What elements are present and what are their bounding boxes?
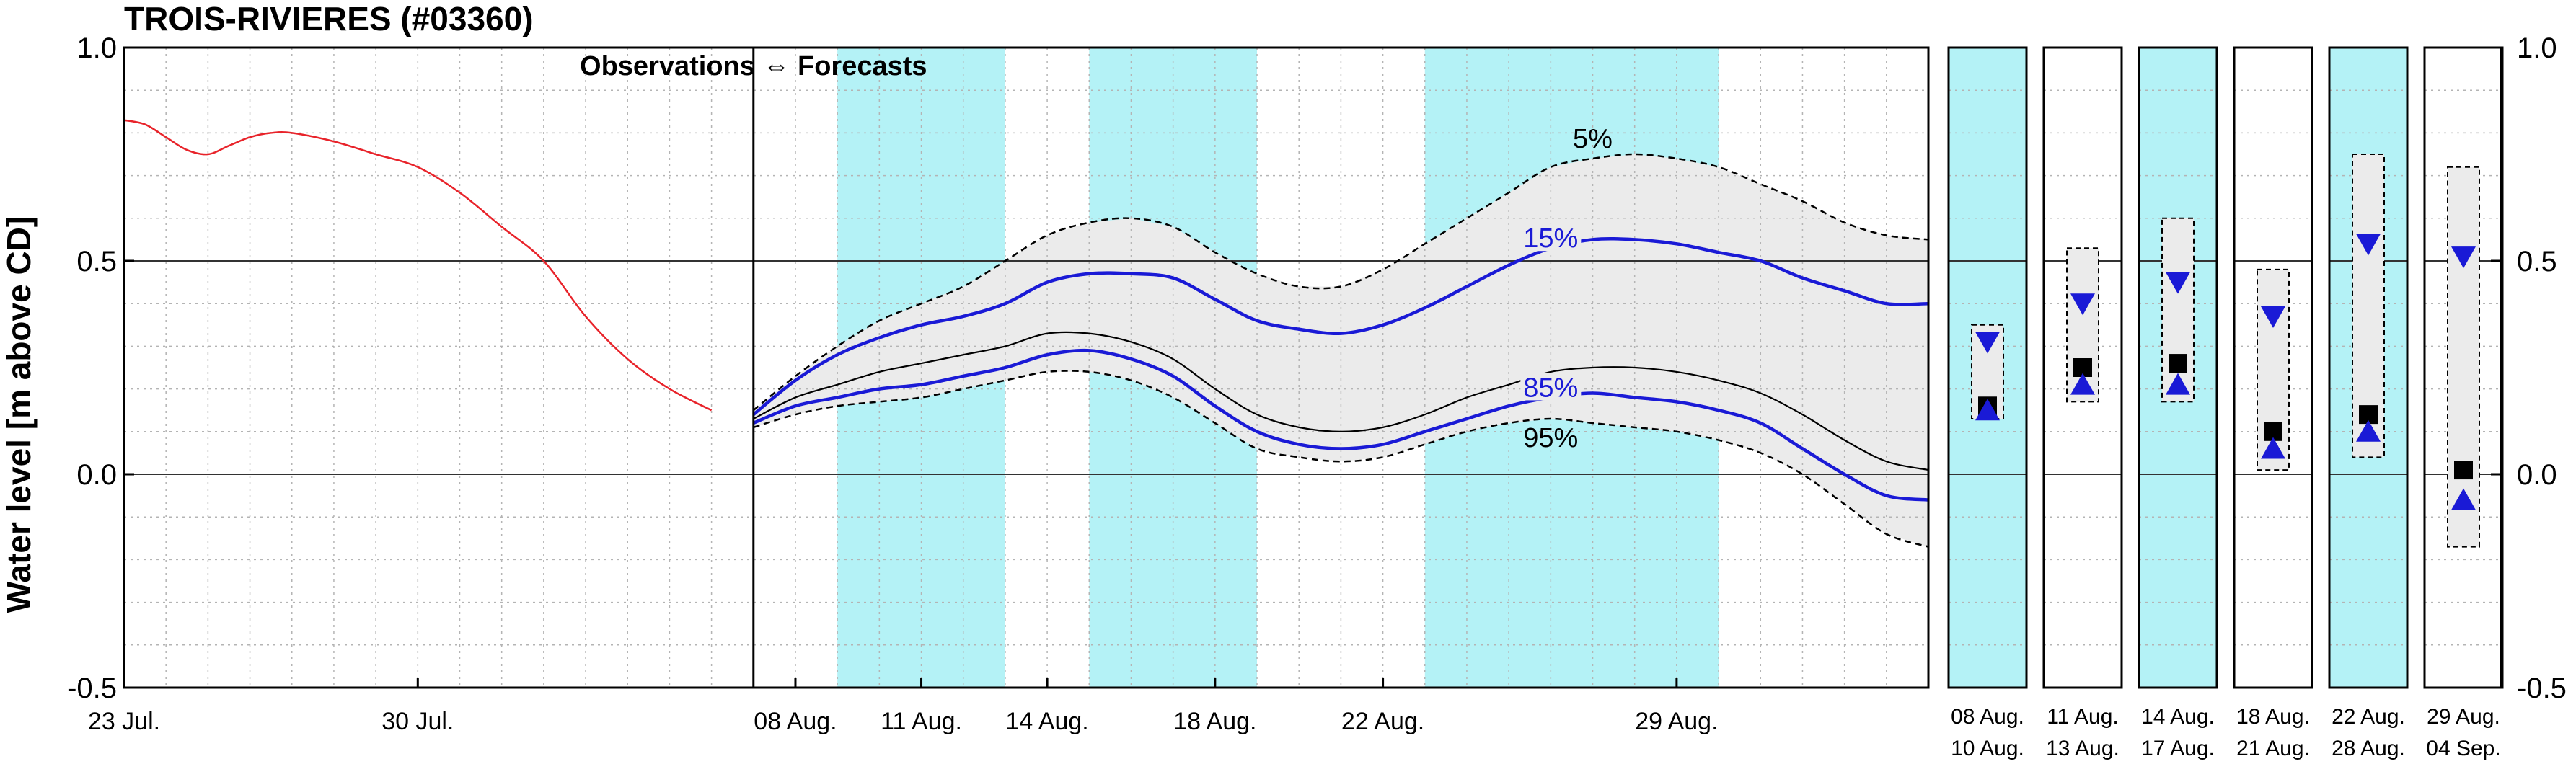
panel-up-triangle	[2261, 437, 2285, 459]
panel-frame	[2042, 46, 2123, 689]
panel-down-triangle	[2356, 234, 2381, 256]
panel-label-end: 28 Aug.	[2332, 737, 2405, 760]
panel-median-square	[2169, 354, 2187, 373]
series-line-5pct	[753, 153, 1929, 412]
percentile-band	[753, 154, 1928, 547]
y-tick-label: 1.0	[76, 32, 117, 64]
right-y-tick-label: 0.0	[2517, 459, 2557, 491]
y-tick-label: 0.5	[76, 246, 117, 277]
series-line-95pct	[753, 370, 1929, 548]
panel-label-start: 29 Aug.	[2427, 705, 2500, 729]
percentile-label-5pct: 5%	[1573, 124, 1613, 154]
panel-label-start: 14 Aug.	[2141, 705, 2215, 729]
band-5-95	[753, 154, 1928, 547]
chart-title: TROIS-RIVIERES (#03360)	[124, 0, 534, 37]
panel-up-triangle	[2356, 419, 2381, 442]
series-line-50pct	[753, 331, 1929, 471]
x-tick-label: 30 Jul.	[381, 708, 454, 735]
panel-down-triangle	[2261, 306, 2285, 328]
right-y-tick-label: 1.0	[2517, 32, 2557, 64]
summary-panels	[1947, 46, 2504, 689]
series-lines	[123, 119, 1929, 548]
panel-down-triangle	[2166, 272, 2190, 294]
panel-frame	[2233, 46, 2313, 689]
grid	[124, 47, 1928, 688]
y-tick-label: -0.5	[67, 672, 117, 704]
panel-label-end: 10 Aug.	[1951, 737, 2024, 760]
panel-label-start: 08 Aug.	[1951, 705, 2024, 729]
right-y-tick-label: -0.5	[2517, 672, 2567, 704]
panel-frame	[1947, 46, 2028, 689]
pct-label-bg	[1520, 373, 1582, 401]
x-tick-label: 18 Aug.	[1173, 708, 1256, 735]
x-tick-label: 08 Aug.	[754, 708, 837, 735]
panel-frame	[2138, 46, 2218, 689]
panel-label-end: 04 Sep.	[2426, 737, 2500, 760]
panel-up-triangle	[2451, 488, 2476, 510]
x-tick-label: 22 Aug.	[1341, 708, 1424, 735]
panel-label-start: 11 Aug.	[2047, 705, 2119, 729]
panel-range-box	[2447, 166, 2480, 548]
panel-up-triangle	[2070, 373, 2095, 395]
panel-frame	[2328, 46, 2409, 689]
series-line-15pct	[752, 237, 1929, 416]
pct-label-bg	[1520, 223, 1582, 252]
percentile-label-15pct: 15%	[1523, 223, 1578, 254]
right-y-tick-label: 0.5	[2517, 246, 2557, 277]
panel-label-start: 22 Aug.	[2332, 705, 2405, 729]
x-tick-label: 29 Aug.	[1635, 708, 1718, 735]
panel-median-square	[2454, 461, 2473, 480]
main-axes-frame	[123, 46, 1930, 689]
x-tick-label: 11 Aug.	[881, 708, 962, 735]
panel-up-triangle	[1975, 399, 2000, 421]
panel-label-end: 13 Aug.	[2046, 737, 2120, 760]
axes	[123, 46, 2502, 689]
panel-label-end: 17 Aug.	[2141, 737, 2215, 760]
percentile-label-95pct: 95%	[1523, 423, 1578, 453]
panel-down-triangle	[2070, 293, 2095, 316]
panel-frame	[2423, 46, 2504, 689]
x-tick-label: 14 Aug.	[1005, 708, 1088, 735]
panel-label-end: 21 Aug.	[2236, 737, 2310, 760]
observations-forecasts-label: Observations ⇔ Forecasts	[580, 51, 927, 81]
percentile-label-85pct: 85%	[1523, 373, 1578, 403]
y-axis-label: Water level [m above CD]	[0, 216, 38, 613]
tick-labels: 5% 15% 85% 95% Observations ⇔ Forecasts 1.0 0.…	[67, 32, 2567, 760]
observations-line	[123, 119, 713, 412]
panel-down-triangle	[1975, 332, 2000, 354]
y-tick-label: 0.0	[76, 459, 117, 491]
x-tick-label: 23 Jul.	[88, 708, 160, 735]
series-line-85pct	[752, 348, 1929, 502]
panel-up-triangle	[2166, 373, 2190, 395]
panel-down-triangle	[2451, 246, 2476, 269]
panel-label-start: 18 Aug.	[2236, 705, 2310, 729]
